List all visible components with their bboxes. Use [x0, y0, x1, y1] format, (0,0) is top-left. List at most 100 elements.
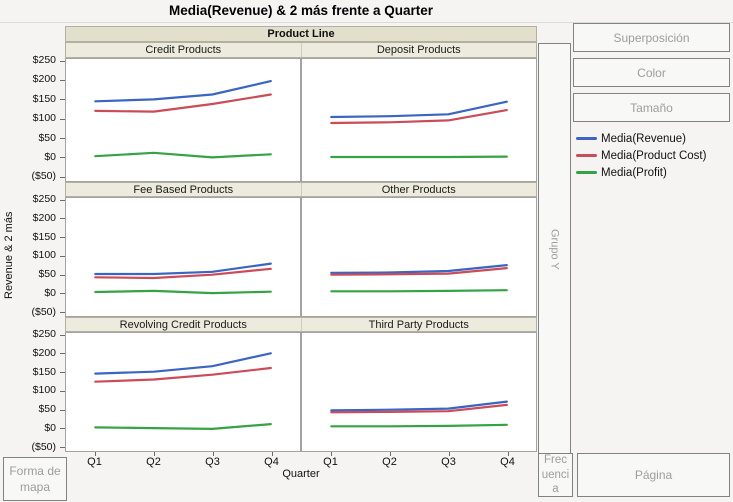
series-line[interactable] — [330, 289, 508, 293]
series-line[interactable] — [94, 352, 272, 375]
y-axis-ticks: $250 $200 $150 $100 $50 $0 ($50) — [20, 328, 65, 453]
y-tick-label: $100 — [32, 384, 56, 397]
legend-label: Media(Revenue) — [601, 132, 687, 145]
tick-mark — [60, 218, 65, 220]
tick-mark — [60, 138, 65, 140]
series-line[interactable] — [330, 263, 508, 275]
y-tick-label: $200 — [32, 346, 56, 359]
x-axis-label: Quarter — [282, 468, 320, 480]
series-line[interactable] — [94, 151, 272, 159]
series-line[interactable] — [94, 262, 272, 276]
y-tick-label: $200 — [32, 211, 56, 224]
tick-mark — [60, 293, 65, 295]
series-line[interactable] — [94, 422, 272, 431]
legend-line-swatch — [576, 154, 597, 157]
tick-mark — [60, 447, 65, 448]
series-line[interactable] — [330, 403, 508, 414]
x-tick-label: Q2 — [382, 456, 397, 468]
tick-mark — [448, 452, 450, 456]
drop-zone-map-shape[interactable]: Forma de mapa — [3, 457, 67, 501]
drop-zone-page[interactable]: Página — [577, 453, 730, 497]
tick-mark — [60, 428, 65, 430]
y-tick-label: $250 — [32, 193, 56, 205]
tick-mark — [94, 452, 96, 456]
chart-panel[interactable] — [65, 197, 301, 317]
series-line[interactable] — [94, 93, 272, 113]
line-chart — [330, 100, 508, 159]
tick-mark — [60, 334, 65, 336]
line-chart — [94, 80, 272, 159]
tick-mark — [389, 452, 391, 456]
legend-item[interactable]: Media(Revenue) — [576, 130, 706, 147]
chart-panel[interactable] — [301, 58, 537, 182]
drop-zone-overlay[interactable]: Superposición — [573, 23, 730, 52]
drop-zone-size[interactable]: Tamaño — [573, 93, 730, 122]
x-tick-label: Q1 — [87, 456, 102, 468]
chart-panel[interactable] — [301, 197, 537, 317]
panel-header: Revolving Credit Products — [66, 318, 301, 331]
series-line[interactable] — [94, 267, 272, 280]
y-tick-label: ($50) — [31, 440, 56, 453]
panel-header-row-1: Credit Products Deposit Products — [65, 42, 537, 58]
chart-panel[interactable] — [65, 58, 301, 182]
series-line[interactable] — [330, 423, 508, 428]
tick-mark — [60, 312, 65, 313]
tick-mark — [60, 255, 65, 257]
chart-panel[interactable] — [65, 332, 301, 452]
y-tick-label: $0 — [44, 421, 56, 434]
panel-header-row-2: Fee Based Products Other Products — [65, 182, 537, 197]
tick-mark — [330, 452, 332, 456]
y-tick-label: $250 — [32, 328, 56, 340]
y-tick-label: $0 — [44, 150, 56, 163]
tick-mark — [60, 390, 65, 392]
drop-zone-group-y[interactable]: Grupo Y — [538, 43, 571, 455]
line-chart — [330, 263, 508, 293]
legend-item[interactable]: Media(Profit) — [576, 164, 706, 181]
y-tick-label: ($50) — [31, 305, 56, 318]
tick-mark — [60, 274, 65, 276]
chart-panel[interactable] — [301, 332, 537, 452]
series-line[interactable] — [94, 366, 272, 383]
tick-mark — [60, 409, 65, 411]
tick-mark — [60, 237, 65, 238]
y-axis-ticks: $250 $200 $150 $100 $50 $0 ($50) — [20, 193, 65, 318]
y-tick-label: $250 — [32, 54, 56, 67]
x-axis-ticks: Q1 Q2 Q3 Q4 Q1 Q2 Q3 Q4 — [65, 452, 537, 470]
panel-header: Third Party Products — [301, 318, 536, 331]
line-chart — [94, 262, 272, 295]
series-line[interactable] — [94, 289, 272, 295]
tick-mark — [212, 452, 214, 456]
tick-mark — [153, 452, 155, 456]
y-tick-label: ($50) — [31, 170, 56, 183]
trellis-group-header: Product Line — [65, 26, 537, 42]
y-axis-ticks: $250 $200 $150 $100 $50 $0 ($50) — [20, 54, 65, 183]
drop-zone-color[interactable]: Color — [573, 58, 730, 87]
y-tick-label: $50 — [38, 403, 56, 415]
tick-mark — [60, 199, 65, 201]
series-line[interactable] — [330, 400, 508, 412]
line-chart — [94, 352, 272, 431]
tick-mark — [507, 452, 509, 456]
series-line[interactable] — [330, 108, 508, 125]
y-tick-label: $50 — [38, 131, 56, 144]
y-tick-label: $100 — [32, 112, 56, 125]
series-line[interactable] — [94, 80, 272, 103]
tick-mark — [60, 157, 65, 159]
chart-title: Media(Revenue) & 2 más frente a Quarter — [168, 3, 434, 18]
tick-mark — [271, 452, 273, 456]
series-line[interactable] — [330, 266, 508, 276]
y-tick-label: $150 — [32, 230, 56, 243]
x-tick-label: Q3 — [441, 456, 456, 468]
legend-label: Media(Product Cost) — [601, 149, 707, 162]
panel-header-row-3: Revolving Credit Products Third Party Pr… — [65, 317, 537, 332]
drop-zone-frequency[interactable]: Frecuencia — [538, 453, 573, 497]
y-tick-label: $100 — [32, 249, 56, 262]
legend-line-swatch — [576, 137, 597, 140]
panel-header: Deposit Products — [301, 43, 536, 57]
series-line[interactable] — [330, 100, 508, 119]
y-tick-label: $150 — [32, 365, 56, 378]
legend-item[interactable]: Media(Product Cost) — [576, 147, 706, 164]
x-tick-label: Q4 — [500, 456, 515, 468]
panel-header: Credit Products — [66, 43, 301, 57]
